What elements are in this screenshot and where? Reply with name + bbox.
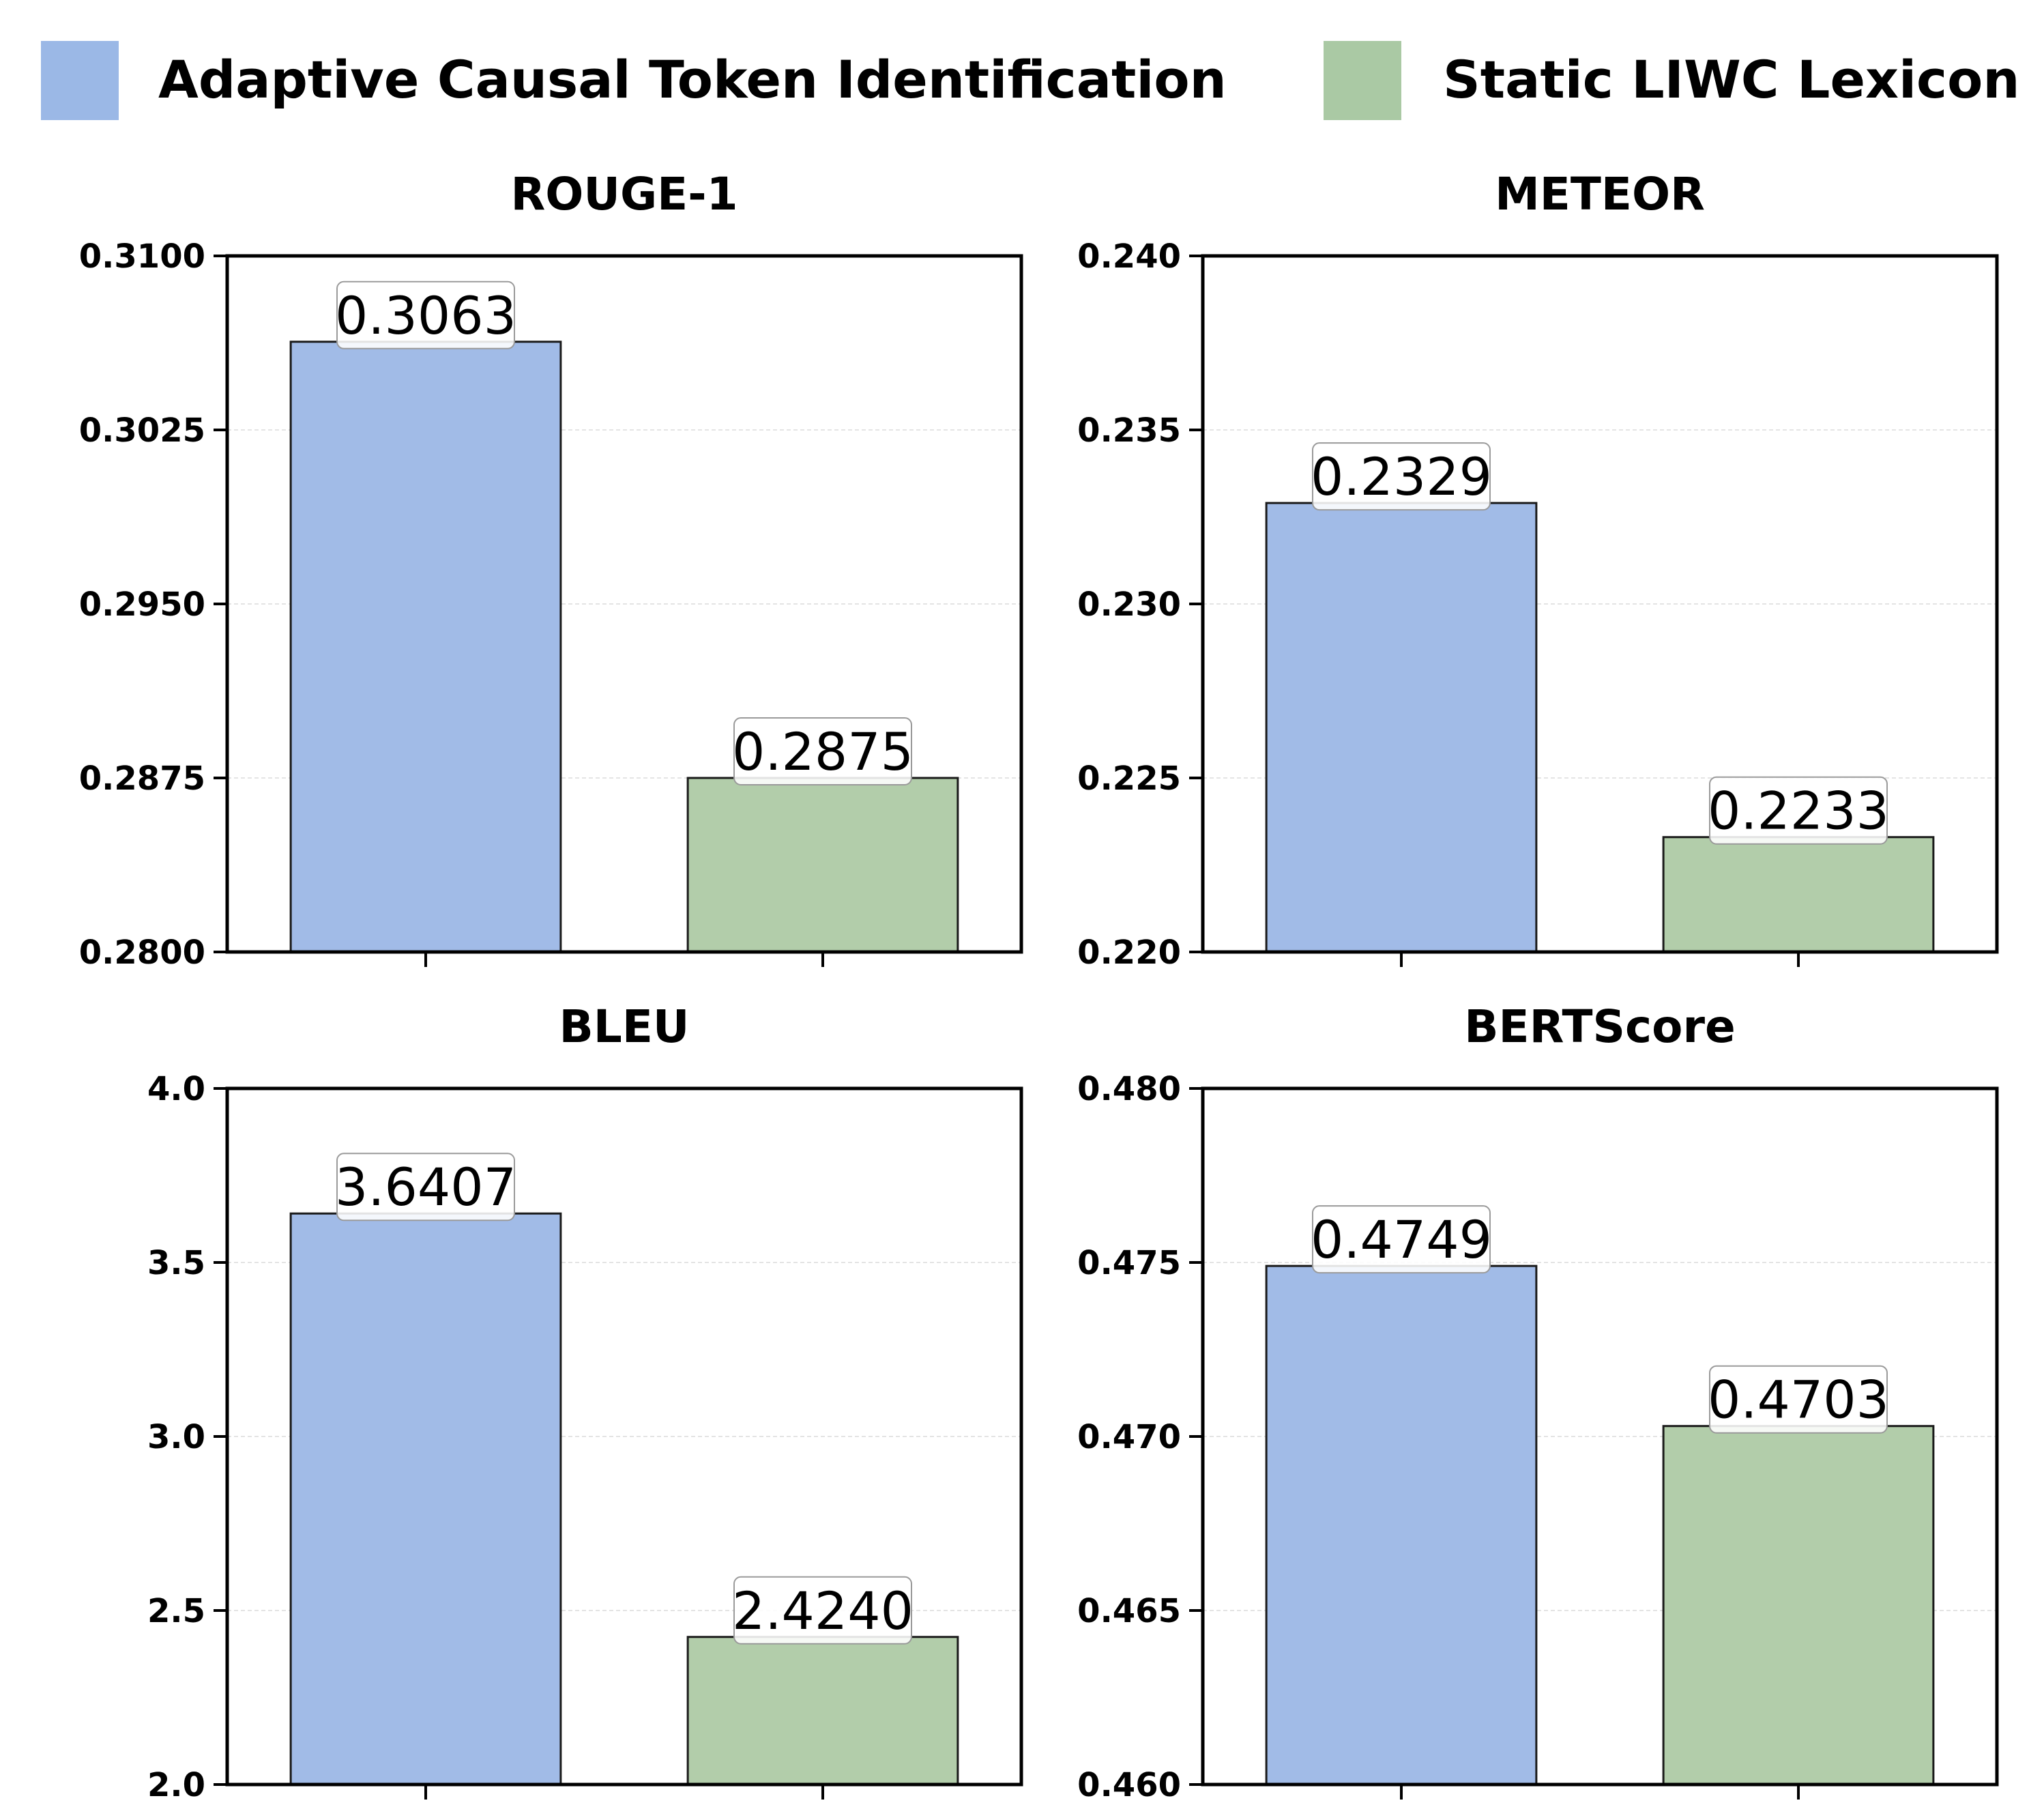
rouge-1-ytick-label: 0.2800 [79, 934, 205, 972]
rouge-1-bar-1 [289, 341, 562, 953]
bertscore-bar-2 [1662, 1425, 1935, 1786]
rouge-1-ytick-label: 0.2875 [79, 760, 205, 798]
meteor-bar-2 [1662, 836, 1935, 953]
meteor-label-box-2 [1709, 776, 1888, 845]
bleu-ytick-label: 2.5 [147, 1592, 205, 1630]
legend-swatch-adaptive [41, 41, 119, 120]
meteor-ytick-label: 0.235 [1077, 411, 1181, 450]
rouge-1-title: ROUGE-1 [510, 168, 738, 220]
bertscore-bar-1 [1265, 1265, 1538, 1786]
rouge-1-value-label-2: 0.2875 [732, 721, 914, 782]
legend-swatch-static [1324, 41, 1401, 120]
bleu-value-label-2: 2.4240 [732, 1580, 914, 1641]
meteor-panel: METEOR 0.2329 0.2233 0.220 0.225 0.230 0.235 0.… [1077, 168, 1999, 972]
bertscore-ytick-label: 0.475 [1077, 1244, 1181, 1282]
meteor-title: METEOR [1495, 168, 1705, 220]
meteor-ytick-label: 0.220 [1077, 934, 1181, 972]
rouge-1-ytick-label: 0.3100 [79, 237, 205, 276]
bertscore-ytick-label: 0.460 [1077, 1766, 1181, 1804]
meteor-bar-1 [1265, 502, 1538, 953]
bleu-label-box-2 [733, 1576, 912, 1645]
bertscore-ytick-label: 0.470 [1077, 1418, 1181, 1456]
bleu-title: BLEU [559, 1000, 689, 1053]
bleu-bar-1 [289, 1212, 562, 1786]
bleu-ytick-label: 3.5 [147, 1244, 205, 1282]
bleu-ytick-label: 2.0 [147, 1766, 205, 1804]
rouge-1-value-label-1: 0.3063 [335, 285, 516, 346]
bertscore-value-label-2: 0.4703 [1708, 1370, 1889, 1430]
rouge-1-bar-2 [686, 777, 959, 953]
rouge-1-ytick-label: 0.3025 [79, 411, 205, 450]
bertscore-label-box-1 [1312, 1205, 1491, 1274]
meteor-value-label-1: 0.2329 [1311, 446, 1492, 507]
legend-label-static: Static LIWC Lexicon [1443, 49, 2019, 110]
legend: Adaptive Causal Token Identification Sta… [41, 41, 2019, 120]
rouge-1-label-box-2 [733, 717, 912, 785]
bertscore-label-box-2 [1709, 1365, 1888, 1434]
bleu-ytick-label: 3.0 [147, 1418, 205, 1456]
bertscore-value-label-1: 0.4749 [1311, 1209, 1492, 1270]
bertscore-ytick-label: 0.480 [1077, 1070, 1181, 1108]
bertscore-panel: BERTScore 0.4749 0.4703 0.460 0.465 0.470 0.47… [1077, 1000, 1999, 1804]
bleu-bar-2 [686, 1636, 959, 1786]
meteor-ytick-label: 0.230 [1077, 586, 1181, 624]
chart-panels: ROUGE-1 0.3063 0.2875 0.2800 0.2875 0.2950 0.3… [79, 168, 1999, 1804]
rouge-1-label-box-1 [336, 280, 515, 349]
bleu-ytick-label: 4.0 [147, 1070, 205, 1108]
bleu-value-label-1: 3.6407 [335, 1157, 516, 1217]
meteor-ytick-label: 0.240 [1077, 237, 1181, 276]
bleu-label-box-1 [336, 1153, 515, 1222]
bertscore-ytick-label: 0.465 [1077, 1592, 1181, 1630]
bertscore-title: BERTScore [1464, 1000, 1736, 1053]
rouge-1-panel: ROUGE-1 0.3063 0.2875 0.2800 0.2875 0.2950 0.3… [79, 168, 1023, 972]
meteor-label-box-1 [1312, 442, 1491, 511]
legend-label-adaptive: Adaptive Causal Token Identification [158, 49, 1227, 110]
meteor-value-label-2: 0.2233 [1708, 781, 1889, 841]
meteor-ytick-label: 0.225 [1077, 760, 1181, 798]
bleu-panel: BLEU 3.6407 2.4240 2.0 2.5 3.0 3.5 4.0 [147, 1000, 1023, 1804]
rouge-1-ytick-label: 0.2950 [79, 586, 205, 624]
